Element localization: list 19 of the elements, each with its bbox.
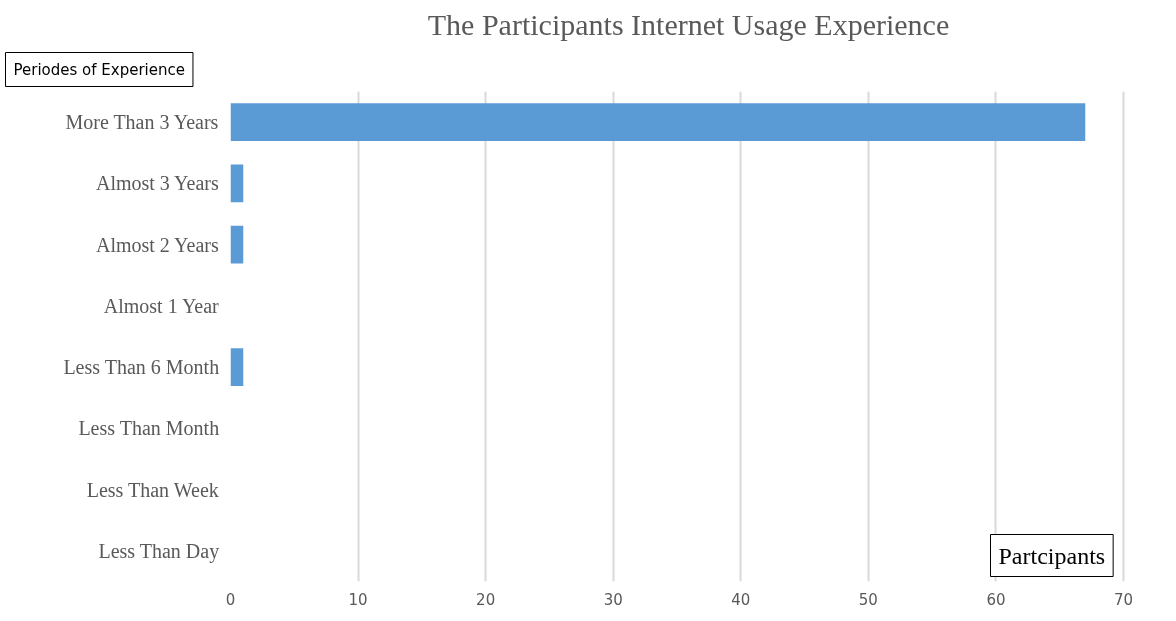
y-tick-label: More Than 3 Years [65,111,219,134]
y-tick-label: Less Than Day [98,539,220,563]
y-axis-title: Periodes of Experience [13,60,185,79]
x-tick-label: 20 [476,590,496,609]
x-tick-label: 0 [225,590,236,609]
y-tick-label: Almost 2 Years [95,233,219,256]
y-tick-label: Less Than Week [86,478,219,501]
y-tick-label: Almost 3 Years [95,172,219,195]
y-tick-label: Less Than 6 Month [63,356,220,379]
y-tick-label: Less Than Month [78,417,220,440]
chart-title: The Participants Internet Usage Experience [427,7,950,41]
x-axis-title: Partcipants [998,542,1106,569]
x-tick-label: 60 [986,590,1006,609]
y-tick-label: Almost 1 Year [103,294,220,317]
x-tick-label: 30 [603,590,623,609]
x-tick-label: 50 [858,590,878,609]
x-tick-label: 10 [348,590,368,609]
x-tick-label: 40 [731,590,751,609]
x-tick-label: 70 [1113,590,1134,609]
